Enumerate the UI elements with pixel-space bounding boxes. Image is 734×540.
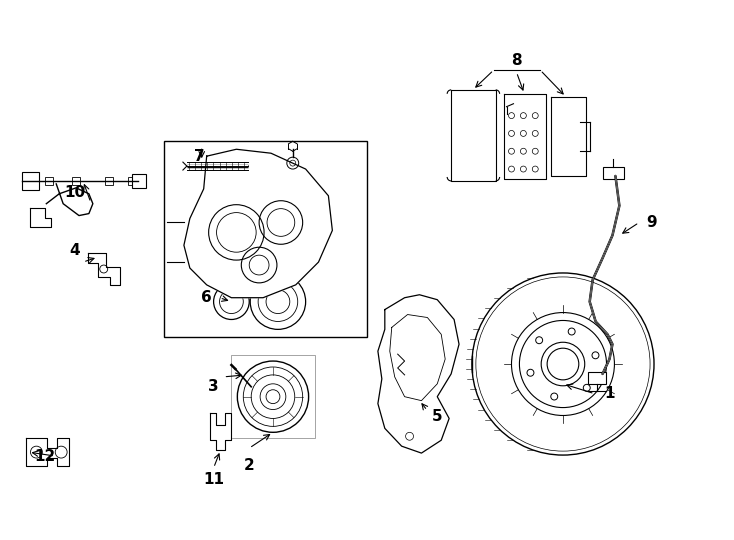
Text: 1: 1	[604, 386, 615, 401]
Bar	[72, 177, 80, 185]
Text: 10: 10	[65, 185, 86, 200]
Text: 6: 6	[201, 290, 212, 305]
Text: 11: 11	[203, 472, 224, 487]
Polygon shape	[210, 413, 231, 450]
Text: 4: 4	[70, 242, 80, 258]
Text: 9: 9	[647, 215, 658, 230]
Text: 5: 5	[432, 409, 443, 424]
Bar	[603, 167, 625, 179]
Text: 3: 3	[208, 379, 219, 394]
Bar	[588, 372, 606, 384]
Text: 8: 8	[511, 53, 522, 68]
Bar	[132, 174, 146, 188]
Text: 2: 2	[244, 458, 255, 474]
Bar	[231, 355, 315, 438]
Text: 7: 7	[195, 148, 205, 164]
Polygon shape	[29, 208, 51, 227]
Polygon shape	[378, 295, 459, 453]
Polygon shape	[26, 438, 69, 466]
Bar	[46, 177, 54, 185]
Polygon shape	[504, 94, 546, 179]
Polygon shape	[551, 97, 586, 176]
Text: 12: 12	[34, 449, 56, 463]
Bar	[128, 177, 137, 185]
Bar	[105, 177, 112, 185]
Polygon shape	[88, 253, 120, 285]
Bar	[21, 172, 40, 190]
Polygon shape	[390, 314, 446, 401]
Bar	[164, 141, 367, 338]
Polygon shape	[184, 149, 333, 298]
Polygon shape	[451, 90, 495, 181]
